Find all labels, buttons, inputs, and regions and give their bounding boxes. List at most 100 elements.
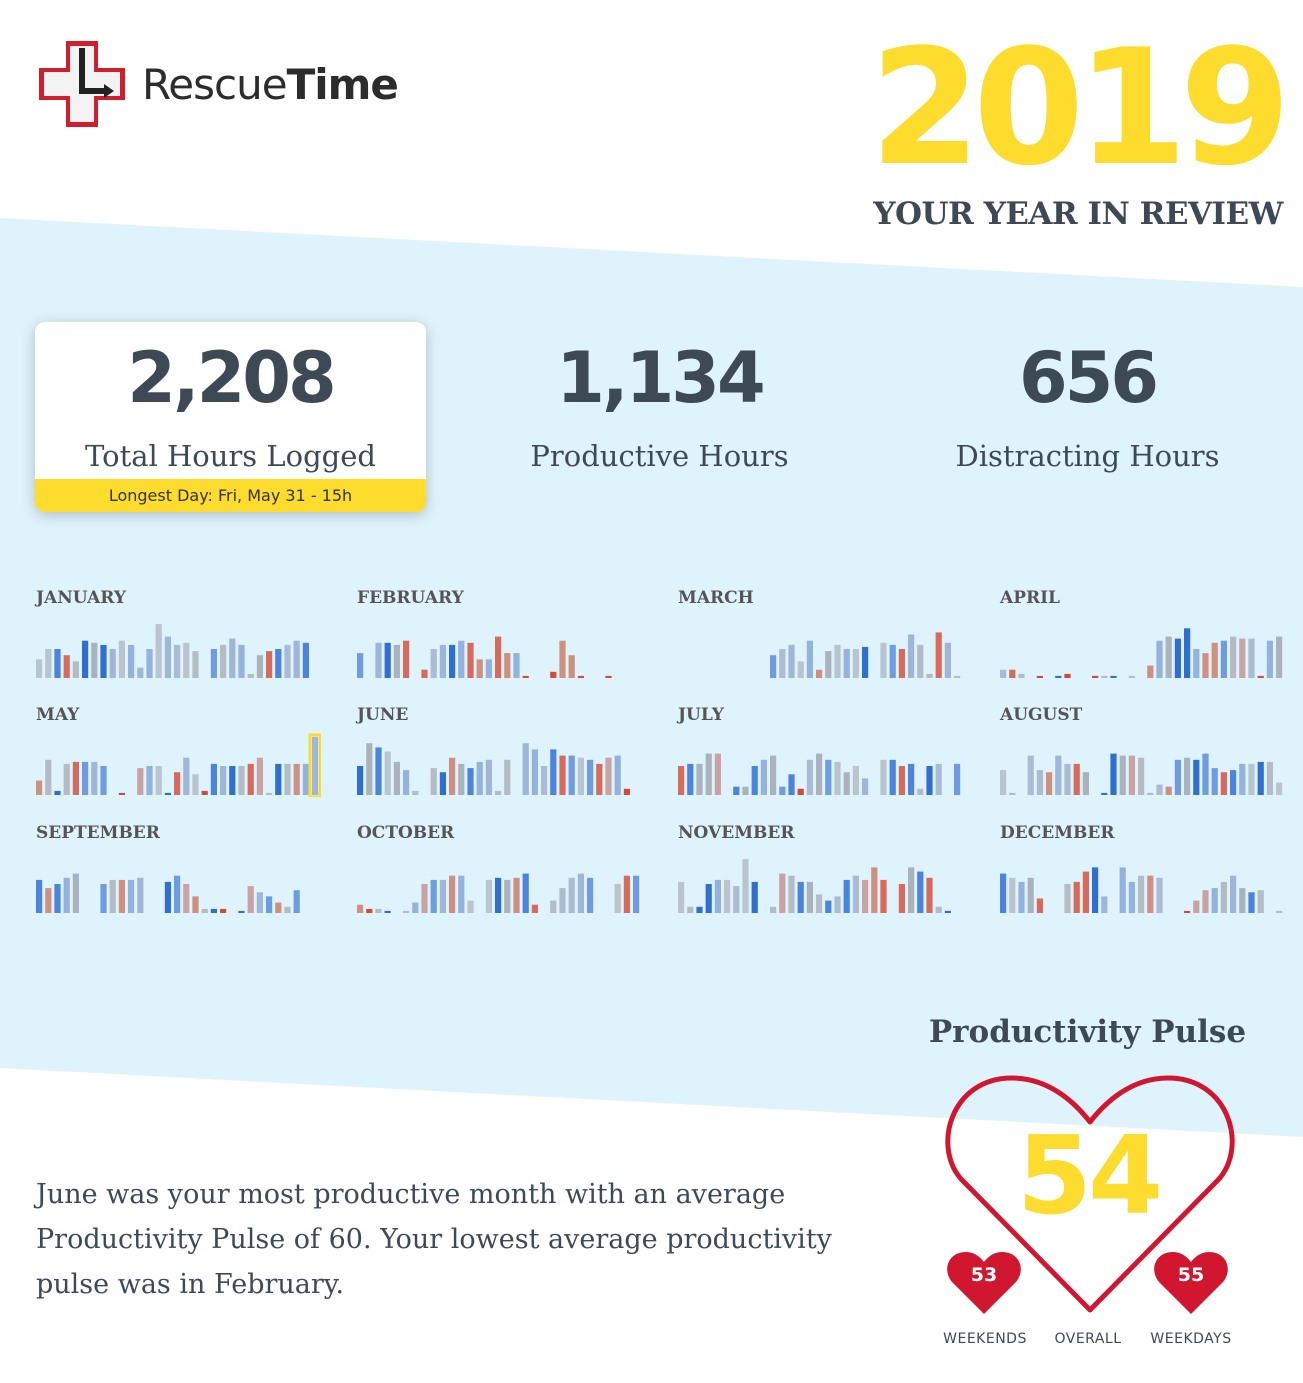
day-bar	[72, 661, 79, 678]
day-bar	[806, 881, 813, 913]
day-bar	[522, 873, 529, 913]
day-bar	[504, 879, 511, 913]
clock-cross-icon	[39, 41, 125, 127]
day-bar	[825, 759, 832, 795]
productive-hours-value: 1,134	[556, 337, 765, 419]
day-bar	[476, 761, 483, 795]
small-heart-icon	[947, 1252, 1021, 1314]
day-bar	[393, 761, 400, 795]
distracting-hours-stat: 656 Distracting Hours	[892, 322, 1283, 512]
total-hours-label: Total Hours Logged	[85, 439, 376, 473]
day-bar	[926, 673, 933, 678]
day-bar	[1193, 759, 1200, 795]
day-bar	[559, 888, 566, 913]
day-bar	[430, 768, 437, 795]
weekends-label: WEEKENDS	[943, 1331, 1027, 1347]
day-bar	[944, 642, 951, 678]
day-bar	[229, 766, 236, 795]
month-name: JUNE	[357, 705, 409, 725]
day-bar	[1156, 640, 1163, 678]
day-bar	[467, 768, 474, 795]
day-bar	[751, 766, 758, 795]
day-bar	[485, 659, 492, 678]
rescuetime-logo[interactable]: RescueTime	[36, 38, 416, 130]
day-bar	[183, 884, 190, 913]
day-bar	[439, 772, 446, 795]
day-bar	[109, 649, 116, 678]
day-bar	[541, 766, 548, 795]
day-bar	[742, 786, 749, 795]
day-bar	[63, 763, 70, 795]
day-bar	[210, 649, 217, 678]
longest-day-banner: Longest Day: Fri, May 31 - 15h	[35, 479, 426, 512]
day-bar	[458, 763, 465, 795]
heart-icon	[945, 1075, 1235, 1313]
day-bar	[174, 875, 181, 913]
day-bar	[1138, 757, 1145, 795]
day-bar	[705, 884, 712, 913]
day-bar	[375, 747, 382, 795]
month-name: JANUARY	[36, 588, 127, 608]
day-bar	[45, 759, 52, 795]
day-bar	[806, 759, 813, 795]
day-bar	[816, 894, 823, 913]
day-bar	[1027, 755, 1034, 795]
day-bar	[1138, 875, 1145, 913]
day-bar	[596, 763, 603, 795]
day-bar	[559, 640, 566, 678]
day-bar	[1092, 867, 1099, 913]
day-bar	[164, 792, 171, 795]
day-bar	[449, 875, 456, 913]
day-bar	[1128, 675, 1135, 678]
day-bar	[1156, 784, 1163, 795]
pulse-overall-value: 54	[1016, 1114, 1163, 1239]
day-bar	[522, 743, 529, 795]
day-bar	[439, 879, 446, 913]
day-bar	[550, 900, 557, 913]
day-bar	[1009, 669, 1016, 678]
day-bar	[91, 761, 98, 795]
day-bar	[146, 649, 153, 678]
month-december: DECEMBER	[1000, 823, 1285, 923]
day-bar	[1211, 768, 1218, 795]
day-bar	[1230, 875, 1237, 913]
day-bar	[806, 640, 813, 678]
day-bar	[568, 755, 575, 795]
day-bar	[577, 675, 584, 678]
day-bar	[1009, 877, 1016, 913]
day-bar	[1156, 877, 1163, 913]
day-bar	[403, 770, 410, 795]
day-bar	[256, 757, 263, 795]
day-bar	[834, 644, 841, 678]
day-bar	[366, 743, 373, 795]
day-bar	[1184, 628, 1191, 678]
month-bar-chart	[36, 733, 321, 797]
day-bar	[513, 653, 520, 678]
day-bar	[513, 877, 520, 913]
day-bar	[880, 879, 887, 913]
day-bar	[1064, 763, 1071, 795]
day-bar	[751, 881, 758, 913]
day-bar	[1055, 755, 1062, 795]
day-bar	[302, 763, 309, 795]
day-bar	[917, 788, 924, 795]
day-bar	[357, 904, 364, 913]
day-bar	[788, 644, 795, 678]
summary-text: June was your most productive month with…	[36, 1179, 832, 1300]
day-bar	[63, 655, 70, 678]
day-bar	[1147, 665, 1154, 678]
day-bar	[357, 766, 364, 795]
day-bar	[275, 649, 282, 678]
day-bar	[54, 790, 61, 795]
day-bar	[458, 640, 465, 678]
day-bar	[898, 649, 905, 678]
month-bar-chart	[36, 873, 300, 913]
day-bar	[926, 766, 933, 795]
month-october: OCTOBER	[357, 823, 642, 923]
day-bar	[1110, 675, 1117, 678]
overall-label: OVERALL	[1054, 1331, 1122, 1347]
day-bar	[118, 640, 125, 678]
day-bar	[623, 788, 630, 795]
day-bar	[357, 653, 364, 678]
day-bar	[1193, 900, 1200, 913]
